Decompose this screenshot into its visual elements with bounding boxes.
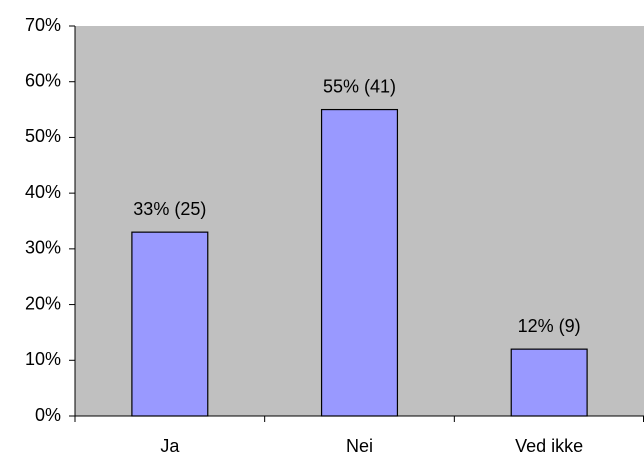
x-tick-label: Ja — [160, 436, 180, 456]
bar — [131, 231, 209, 417]
value-label: 33% (25) — [133, 199, 206, 219]
bar — [510, 348, 588, 417]
value-label: 12% (9) — [518, 316, 581, 336]
y-tick-label: 70% — [25, 15, 61, 35]
x-tick-label: Ved ikke — [515, 436, 583, 456]
bar — [320, 108, 399, 417]
y-tick-label: 20% — [25, 293, 61, 313]
y-tick-label: 60% — [25, 70, 61, 90]
y-tick-label: 0% — [35, 405, 61, 425]
y-tick-label: 50% — [25, 126, 61, 146]
x-tick-label: Nei — [346, 436, 373, 456]
y-tick-label: 30% — [25, 238, 61, 258]
y-tick-label: 40% — [25, 182, 61, 202]
value-label: 55% (41) — [323, 76, 396, 96]
y-tick-label: 10% — [25, 349, 61, 369]
